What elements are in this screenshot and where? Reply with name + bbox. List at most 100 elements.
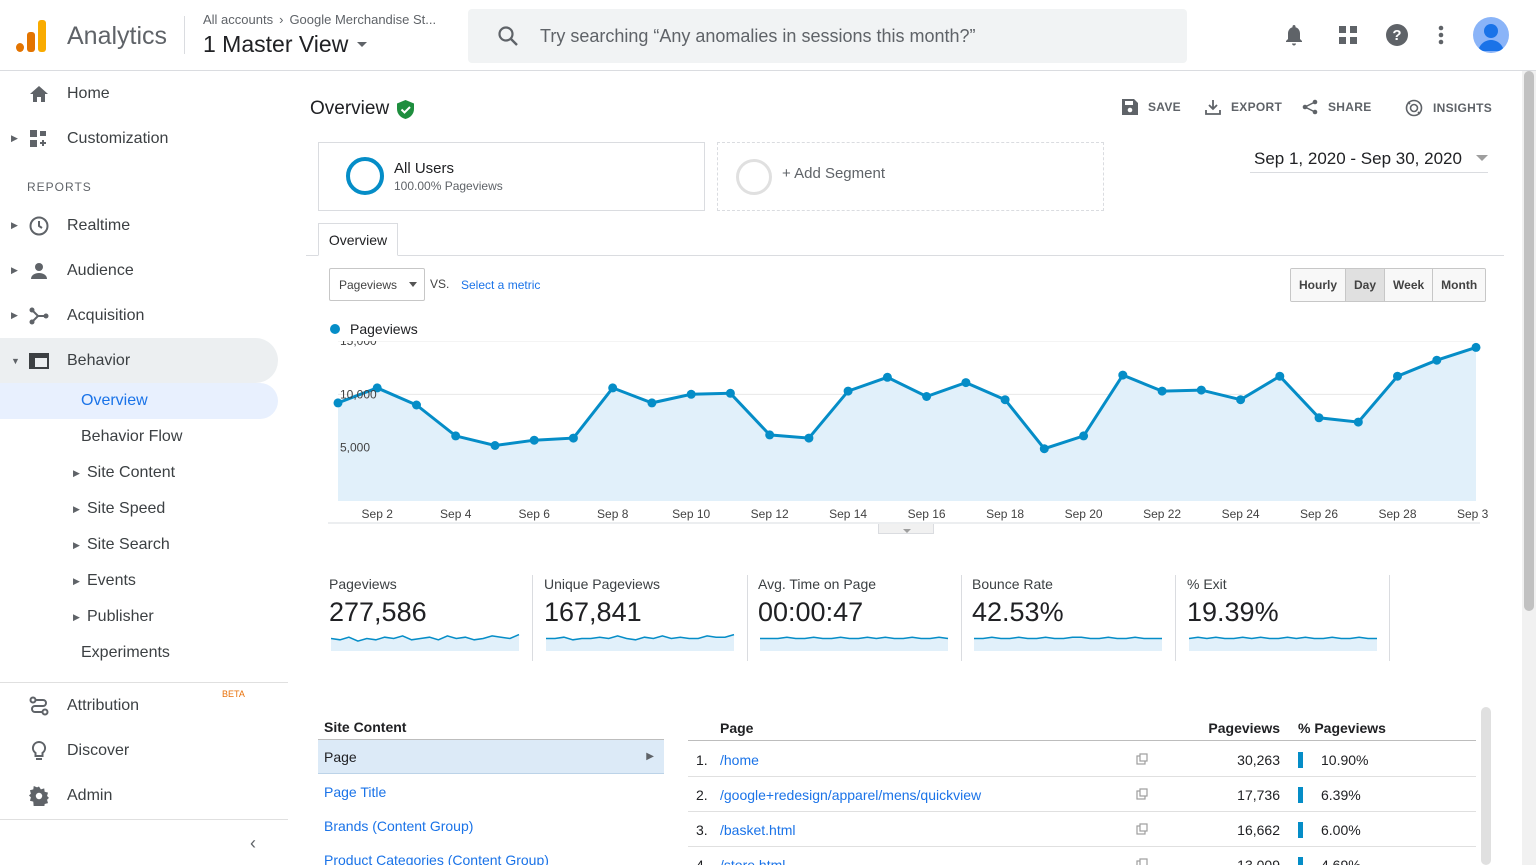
data-point[interactable]	[1000, 395, 1010, 405]
open-link-icon[interactable]	[1136, 788, 1148, 800]
data-point[interactable]	[961, 378, 971, 388]
col-page[interactable]: Page	[720, 720, 754, 736]
metric-card[interactable]: Pageviews 277,586	[329, 569, 539, 661]
avatar[interactable]	[1473, 17, 1509, 53]
data-point[interactable]	[1079, 431, 1089, 441]
open-link-icon[interactable]	[1136, 823, 1148, 835]
week-button[interactable]: Week	[1384, 269, 1433, 301]
chevron-right-icon: ›	[279, 12, 284, 27]
data-point[interactable]	[412, 400, 421, 410]
search-bar[interactable]	[468, 9, 1187, 63]
svg-text:?: ?	[1392, 27, 1401, 44]
view-selector[interactable]: 1 Master View	[203, 31, 368, 58]
row-number: 2.	[696, 787, 708, 803]
data-point[interactable]	[1353, 417, 1363, 427]
col-pageviews[interactable]: Pageviews	[1208, 720, 1280, 736]
nav-label: Site Search	[87, 536, 170, 553]
month-button[interactable]: Month	[1432, 269, 1486, 301]
metric-card[interactable]: Avg. Time on Page 00:00:47	[758, 569, 968, 661]
share-icon	[1302, 99, 1318, 115]
add-segment-button[interactable]: + Add Segment	[717, 142, 1104, 211]
day-button[interactable]: Day	[1345, 269, 1385, 301]
data-point[interactable]	[1118, 370, 1128, 380]
data-point[interactable]	[1314, 413, 1324, 423]
date-range-picker[interactable]: Sep 1, 2020 - Sep 30, 2020	[1250, 145, 1488, 173]
save-button[interactable]: SAVE	[1122, 99, 1181, 115]
account-breadcrumb[interactable]: All accounts › Google Merchandise St...	[203, 12, 436, 27]
nav-behavior[interactable]: ▼ Behavior	[0, 338, 278, 383]
tab-overview[interactable]: Overview	[318, 223, 398, 256]
crumb-all-accounts[interactable]: All accounts	[203, 12, 274, 27]
data-point[interactable]	[1471, 342, 1481, 352]
metric-card[interactable]: % Exit 19.39%	[1187, 569, 1397, 661]
data-point[interactable]	[372, 383, 382, 393]
data-point[interactable]	[725, 388, 735, 398]
data-point[interactable]	[568, 433, 578, 443]
page-link[interactable]: /store.html	[720, 857, 786, 865]
chart-resize-handle[interactable]	[878, 524, 934, 534]
legend-label: Pageviews	[350, 321, 418, 337]
data-point[interactable]	[1157, 386, 1167, 396]
expand-caret-icon: ▶	[73, 467, 80, 478]
table-scrollbar[interactable]	[1481, 707, 1491, 865]
help-icon[interactable]: ?	[1384, 22, 1410, 48]
data-point[interactable]	[333, 398, 343, 408]
search-input[interactable]	[540, 9, 1160, 63]
analytics-logo[interactable]	[16, 20, 48, 52]
data-point[interactable]	[843, 386, 853, 396]
nav-label: Experiments	[81, 644, 170, 661]
pageviews-chart[interactable]: 5,000 10,000 15,000 Sep 2 Sep 4 Sep 6 Sep 8 Sep…	[328, 341, 1488, 531]
data-point[interactable]	[1275, 371, 1285, 381]
data-point[interactable]	[1236, 395, 1246, 405]
data-point[interactable]	[1432, 355, 1442, 365]
collapse-sidebar-icon[interactable]: ‹	[250, 833, 256, 853]
pageviews-value: 16,662	[1237, 822, 1280, 838]
x-tick-label: Sep 2	[362, 507, 394, 521]
data-point[interactable]	[882, 372, 892, 382]
data-point[interactable]	[490, 441, 500, 450]
hourly-button[interactable]: Hourly	[1291, 269, 1346, 301]
page-link[interactable]: /google+redesign/apparel/mens/quickview	[720, 787, 982, 803]
nav-behavior-overview[interactable]: Overview	[0, 383, 278, 419]
metric-card[interactable]: Bounce Rate 42.53%	[972, 569, 1182, 661]
data-point[interactable]	[647, 398, 657, 408]
data-point[interactable]	[608, 383, 618, 393]
apps-grid-icon[interactable]	[1335, 22, 1361, 48]
metric-select[interactable]: Pageviews	[329, 268, 425, 301]
insights-button[interactable]: INSIGHTS	[1405, 99, 1492, 117]
segment-all-users[interactable]: All Users 100.00% Pageviews	[318, 142, 705, 211]
page-link[interactable]: /basket.html	[720, 822, 796, 838]
more-vert-icon[interactable]	[1428, 22, 1454, 48]
data-point[interactable]	[922, 392, 932, 401]
crumb-property[interactable]: Google Merchandise St...	[289, 12, 437, 27]
nav-label: Overview	[81, 392, 148, 409]
site-content-brands[interactable]: Brands (Content Group)	[318, 809, 664, 843]
data-point[interactable]	[1039, 444, 1049, 454]
data-point[interactable]	[804, 433, 814, 443]
site-content-page[interactable]: Page ▶	[318, 740, 664, 774]
segment-name: All Users	[394, 160, 455, 177]
table-header: Page Pageviews % Pageviews	[688, 711, 1476, 741]
page-link[interactable]: /home	[720, 752, 759, 768]
data-point[interactable]	[451, 431, 461, 441]
metric-card[interactable]: Unique Pageviews 167,841	[544, 569, 754, 661]
col-pct-pageviews[interactable]: % Pageviews	[1298, 720, 1386, 736]
data-point[interactable]	[529, 435, 539, 445]
site-content-product-categories[interactable]: Product Categories (Content Group)	[318, 843, 664, 865]
share-button[interactable]: SHARE	[1302, 99, 1372, 115]
metric-value: 19.39%	[1187, 597, 1279, 627]
data-point[interactable]	[1393, 371, 1402, 381]
page-scrollbar[interactable]	[1522, 71, 1536, 865]
data-point[interactable]	[765, 430, 775, 440]
scroll-thumb[interactable]	[1524, 71, 1534, 611]
table-row: 2. /google+redesign/apparel/mens/quickvie…	[688, 777, 1476, 812]
select-metric-link[interactable]: Select a metric	[461, 278, 541, 292]
site-content-page-title[interactable]: Page Title	[318, 775, 664, 809]
data-point[interactable]	[1196, 385, 1206, 395]
open-link-icon[interactable]	[1136, 858, 1148, 865]
bell-icon[interactable]	[1281, 22, 1307, 48]
open-link-icon[interactable]	[1136, 753, 1148, 765]
main-content: Overview SAVE EXPORT SHARE INSIGHTS All …	[306, 71, 1504, 865]
data-point[interactable]	[686, 389, 696, 399]
export-button[interactable]: EXPORT	[1205, 99, 1282, 115]
